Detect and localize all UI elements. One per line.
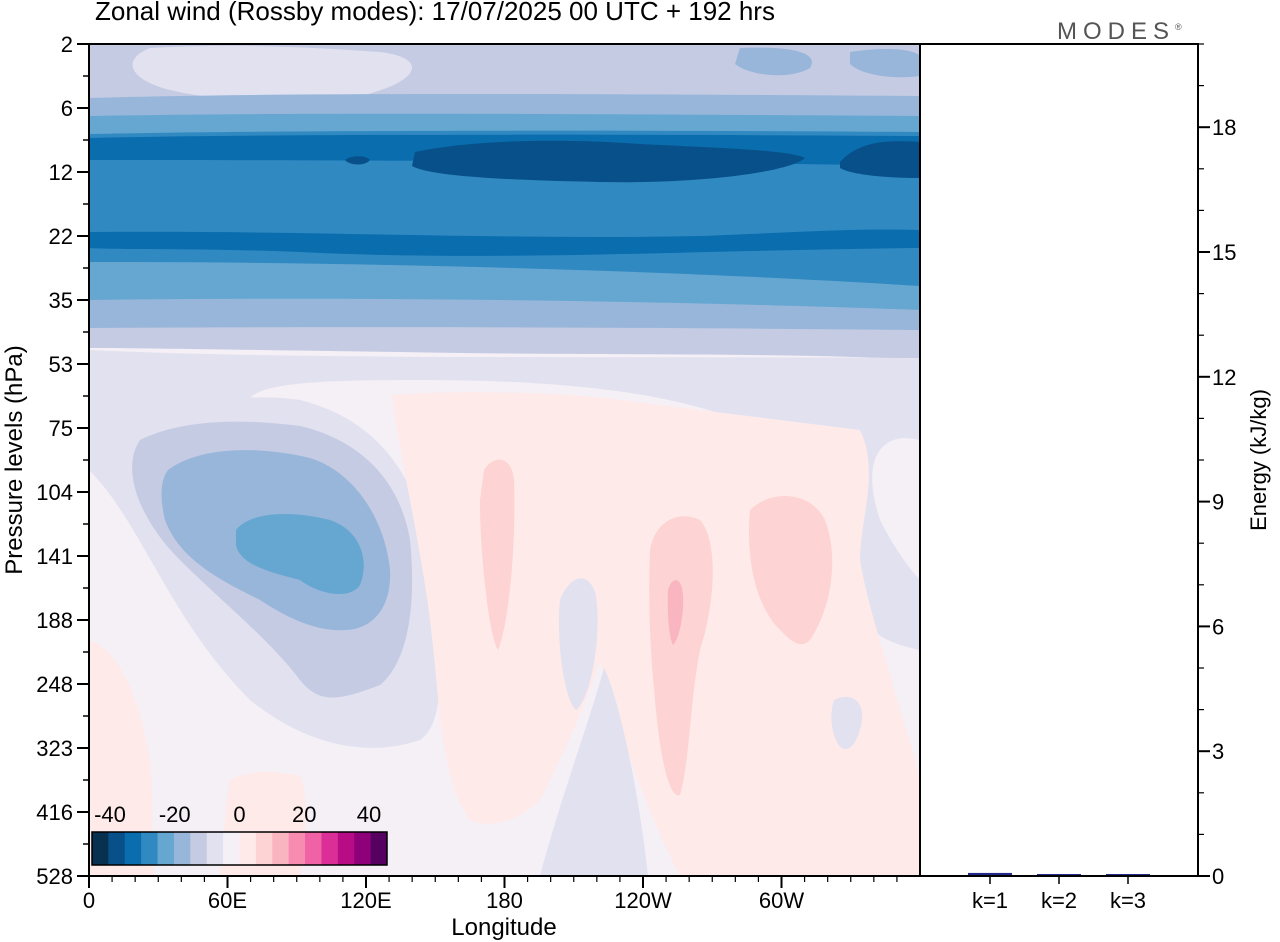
colorbar-swatch	[223, 832, 240, 865]
logo-text: MODES	[1057, 18, 1176, 45]
energy-bar	[1106, 874, 1150, 875]
x-tick-label: 60E	[208, 888, 247, 913]
colorbar-swatch	[108, 832, 126, 865]
contour-pos-stripe-2	[649, 516, 713, 796]
y-tick-label: 2	[61, 32, 73, 57]
contour-pos-core	[667, 580, 684, 645]
colorbar: -40 -20 0 20 40	[91, 802, 388, 866]
zonal-wind-field	[89, 44, 920, 876]
energy-tick-label: 18	[1212, 115, 1236, 140]
colorbar-swatch	[239, 832, 257, 865]
y-tick-label: 528	[36, 864, 73, 889]
contour-band-darkest-2	[840, 141, 920, 178]
energy-tick-label: 9	[1212, 490, 1224, 515]
energy-tick-label: 0	[1212, 864, 1224, 889]
colorbar-label: -40	[94, 802, 126, 827]
energy-panel-frame	[919, 43, 1199, 877]
colorbar-label: 20	[292, 802, 316, 827]
y-tick-label: 35	[49, 288, 73, 313]
contour-band-darkest	[412, 140, 805, 183]
x-axis-label: Longitude	[451, 914, 556, 941]
longitude-axis: 0 60E 120E 180 120W 60W	[83, 876, 898, 913]
x-tick-label: 120W	[614, 888, 672, 913]
x-tick-label: 180	[486, 888, 523, 913]
contour-top-blue-2	[850, 49, 920, 78]
colorbar-swatch	[206, 832, 224, 865]
y-tick-label: 248	[36, 672, 73, 697]
contour-pos-stripe-1	[480, 459, 515, 650]
energy-axis-label: Energy (kJ/kg)	[1246, 389, 1271, 531]
colorbar-swatch	[272, 832, 290, 865]
colorbar-swatch	[321, 832, 339, 865]
y-tick-label: 104	[36, 480, 73, 505]
contour-neg-patch-3	[831, 696, 863, 750]
energy-tick-label: 6	[1212, 614, 1224, 639]
colorbar-label: 40	[357, 802, 381, 827]
y-axis-label: Pressure levels (hPa)	[1, 345, 28, 574]
modes-logo: MODES®	[1057, 18, 1182, 46]
colorbar-swatch	[288, 832, 306, 865]
energy-category-label: k=2	[1041, 888, 1077, 913]
contour-band-22	[89, 229, 920, 256]
energy-category-label: k=3	[1110, 888, 1146, 913]
chart-title: Zonal wind (Rossby modes): 17/07/2025 00…	[95, 0, 775, 26]
energy-bar	[968, 872, 1012, 875]
colorbar-swatch	[92, 832, 109, 865]
contour-neg-patch-1	[558, 578, 598, 710]
y-tick-label: 75	[49, 416, 73, 441]
energy-bar	[1037, 874, 1081, 875]
energy-tick-label: 15	[1212, 240, 1236, 265]
colorbar-swatch	[173, 832, 191, 865]
x-tick-label: 0	[83, 888, 95, 913]
contour-west-left-pale	[89, 389, 132, 418]
colorbar-swatch	[337, 832, 355, 865]
contour-eastern-pale	[89, 350, 920, 650]
contour-neg-patch-2	[540, 668, 648, 876]
energy-category-label: k=1	[972, 888, 1008, 913]
colorbar-swatch	[305, 832, 322, 865]
colorbar-swatch	[141, 832, 158, 865]
y-tick-label: 141	[36, 544, 73, 569]
y-tick-label: 22	[49, 224, 73, 249]
y-tick-label: 6	[61, 96, 73, 121]
colorbar-swatch	[354, 832, 372, 865]
y-tick-label: 188	[36, 608, 73, 633]
pressure-axis: 2 6 12 22 35 53 75 104 141 188 248 323 416 528	[36, 32, 89, 889]
energy-bar-chart: 0 3 6 9 12 15 18 k=1 k=2 k=3	[968, 43, 1236, 913]
colorbar-swatch	[190, 832, 208, 865]
colorbar-swatch	[157, 832, 175, 865]
y-tick-label: 323	[36, 736, 73, 761]
y-tick-label: 416	[36, 800, 73, 825]
contour-pos-stripe-3	[749, 496, 833, 645]
y-tick-label: 53	[49, 352, 73, 377]
colorbar-label: -20	[159, 802, 191, 827]
colorbar-swatch	[370, 832, 388, 865]
contour-western-blob-core	[236, 514, 364, 595]
x-tick-label: 60W	[759, 888, 804, 913]
y-tick-label: 12	[49, 160, 73, 185]
colorbar-swatch	[124, 832, 142, 865]
colorbar-frame	[91, 831, 388, 866]
colorbar-swatch	[255, 832, 273, 865]
contour-top-blue	[735, 47, 812, 76]
energy-tick-label: 3	[1212, 739, 1224, 764]
contour-top-pale	[132, 45, 413, 102]
contour-pos-left	[89, 640, 155, 876]
energy-tick-label: 12	[1212, 365, 1236, 390]
logo-registered-mark: ®	[1175, 22, 1182, 32]
colorbar-label: 0	[233, 802, 245, 827]
x-tick-label: 120E	[340, 888, 391, 913]
contour-eddy-small	[345, 156, 370, 165]
